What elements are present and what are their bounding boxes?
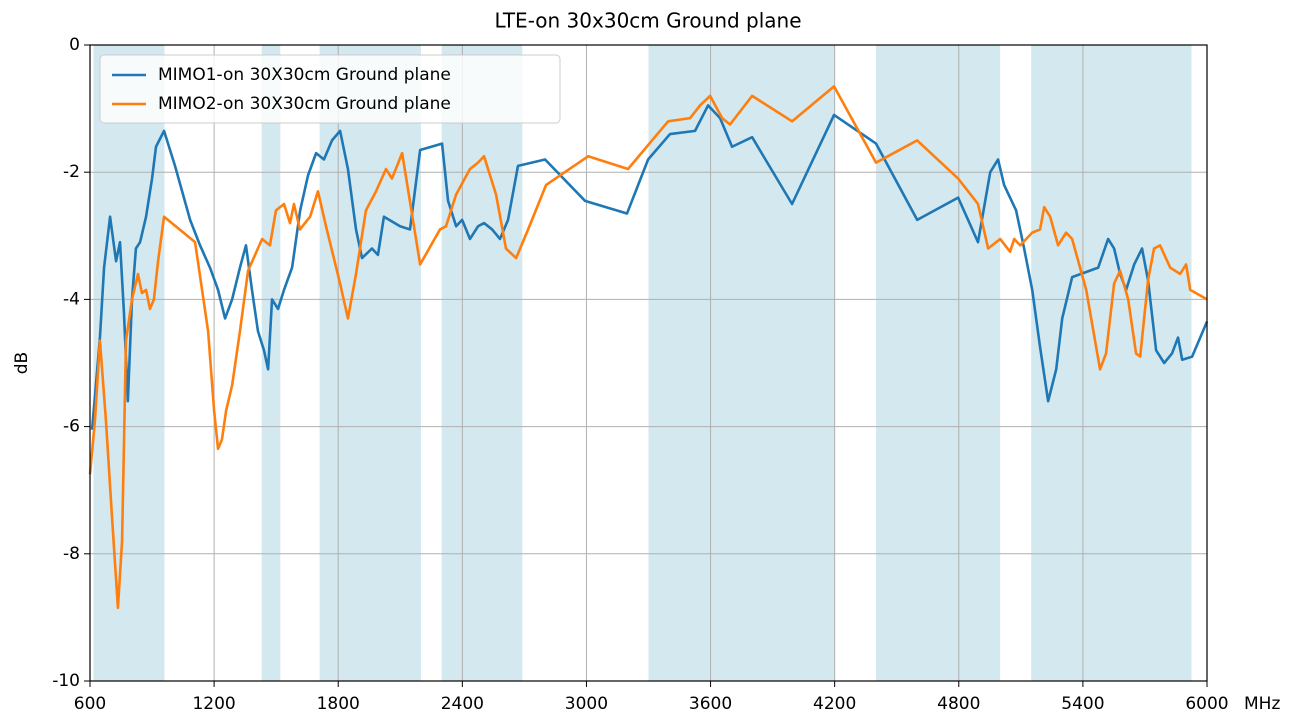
shaded-band	[319, 45, 421, 681]
y-tick-label: 0	[69, 35, 80, 55]
shaded-band	[648, 45, 835, 681]
x-tick-label: 3600	[689, 694, 732, 714]
shaded-band	[876, 45, 1001, 681]
y-tick-label: -10	[52, 671, 80, 691]
x-axis-label: MHz	[1244, 694, 1280, 714]
x-tick-label: 5400	[1061, 694, 1104, 714]
x-tick-label: 600	[74, 694, 106, 714]
legend-label: MIMO1-on 30X30cm Ground plane	[158, 65, 451, 85]
y-tick-label: -8	[63, 544, 80, 564]
y-tick-label: -2	[63, 162, 80, 182]
y-tick-label: -4	[63, 289, 80, 309]
y-tick-label: -6	[63, 417, 80, 437]
legend-box	[99, 54, 561, 124]
y-axis-label: dB	[12, 352, 32, 374]
shaded-band	[441, 45, 523, 681]
x-tick-label: 4200	[813, 694, 856, 714]
x-tick-label: 1800	[317, 694, 360, 714]
series-line	[88, 85, 1208, 610]
legend: MIMO1-on 30X30cm Ground plane MIMO2-on 30…	[99, 54, 561, 124]
x-tick-label: 4800	[937, 694, 980, 714]
x-tick-label: 1200	[192, 694, 235, 714]
series-line	[90, 104, 1209, 430]
shaded-band	[1031, 45, 1192, 681]
plot-frame	[89, 44, 1208, 682]
x-tick-label: 2400	[441, 694, 484, 714]
x-tick-label: 3000	[565, 694, 608, 714]
shaded-band	[261, 45, 281, 681]
legend-label: MIMO2-on 30X30cm Ground plane	[158, 94, 451, 114]
x-tick-label: 6000	[1185, 694, 1228, 714]
chart-title: LTE-on 30x30cm Ground plane	[494, 9, 801, 33]
